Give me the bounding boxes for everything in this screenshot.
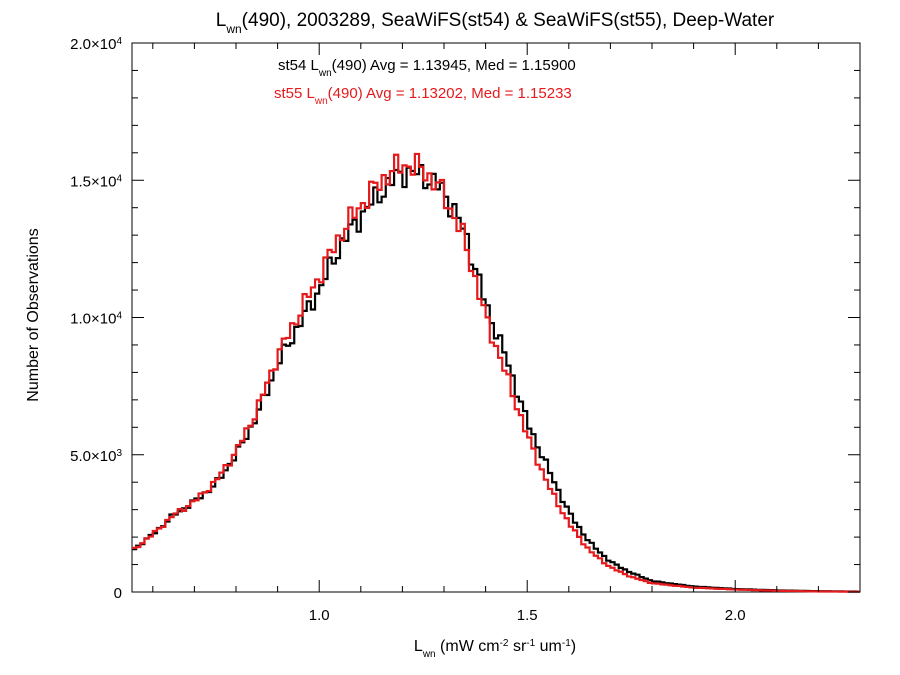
y-tick-label: 0 [114, 585, 122, 602]
series-line-st55 [132, 152, 860, 593]
x-tick-label: 2.0 [725, 607, 746, 624]
x-axis-label: Lwn (mW cm-2 sr-1 um-1) [414, 638, 576, 660]
y-tick-label: 1.0×104 [70, 310, 122, 328]
plot-frame [131, 42, 861, 593]
y-tick-label: 5.0×103 [70, 447, 122, 465]
x-tick-label: 1.0 [309, 607, 330, 624]
legend-entry-st55: st55 Lwn(490) Avg = 1.13202, Med = 1.152… [274, 85, 572, 107]
legend-entry-st54: st54 Lwn(490) Avg = 1.13945, Med = 1.159… [278, 57, 576, 79]
chart-title: Lwn(490), 2003289, SeaWiFS(st54) & SeaWi… [216, 10, 775, 36]
y-axis-label: Number of Observations [25, 228, 42, 401]
x-tick-label: 1.5 [517, 607, 538, 624]
series-line-st54 [132, 163, 860, 593]
y-tick-label: 1.5×104 [70, 173, 122, 191]
y-tick-label: 2.0×104 [70, 36, 122, 54]
